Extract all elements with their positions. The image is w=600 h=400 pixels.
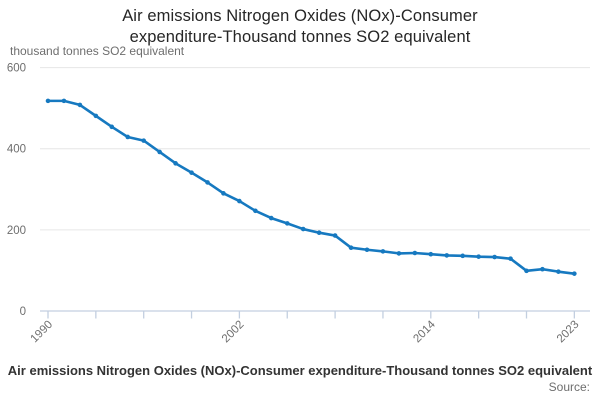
data-point [284,221,290,226]
data-point [45,98,51,104]
data-point [221,191,226,196]
data-point [93,113,99,119]
data-point [348,245,354,251]
data-point [364,247,370,253]
data-point [173,161,178,166]
data-point [444,253,450,258]
chart-title-line2: expenditure-Thousand tonnes SO2 equivale… [129,28,471,46]
data-point [253,208,258,214]
data-point [269,215,274,221]
data-point [61,98,67,104]
data-point [300,226,306,232]
data-point [476,254,481,259]
chart-title-line1: Air emissions Nitrogen Oxides (NOx)-Cons… [122,7,478,25]
data-point [492,254,497,260]
data-point [428,251,434,257]
data-point [77,102,83,108]
data-point [237,198,242,204]
y-axis-unit-label: thousand tonnes SO2 equivalent [10,44,185,58]
data-point [316,230,322,236]
data-point [556,269,561,274]
chart-title: Air emissions Nitrogen Oxides (NOx)-Cons… [0,6,600,48]
source-label: Source: [548,380,590,394]
data-point [508,256,513,261]
data-point [524,268,529,274]
data-point [125,134,131,140]
data-point [141,138,146,143]
series-line [46,99,576,275]
x-axis-tick-label: 2014 [411,318,438,345]
data-point [572,271,577,276]
x-axis-tick-label: 2023 [555,319,582,346]
data-point [460,253,466,259]
data-point [540,266,545,272]
data-point [157,149,162,155]
footer-caption: Air emissions Nitrogen Oxides (NOx)-Cons… [0,363,600,378]
data-point [109,124,115,130]
data-point [332,233,338,238]
y-axis-tick-label: 400 [7,144,26,156]
data-point [396,251,402,256]
y-axis-tick-label: 200 [7,225,26,237]
footer-caption-text: Air emissions Nitrogen Oxides (NOx)-Cons… [7,363,593,378]
x-axis-tick-label: 2002 [220,319,247,346]
data-point [189,170,194,175]
x-axis-tick-label: 1990 [29,319,56,346]
data-point [412,250,418,256]
y-axis-tick-label: 600 [7,63,26,75]
data-point [205,180,210,185]
data-point [380,249,386,254]
y-axis-tick-label: 0 [20,306,26,318]
